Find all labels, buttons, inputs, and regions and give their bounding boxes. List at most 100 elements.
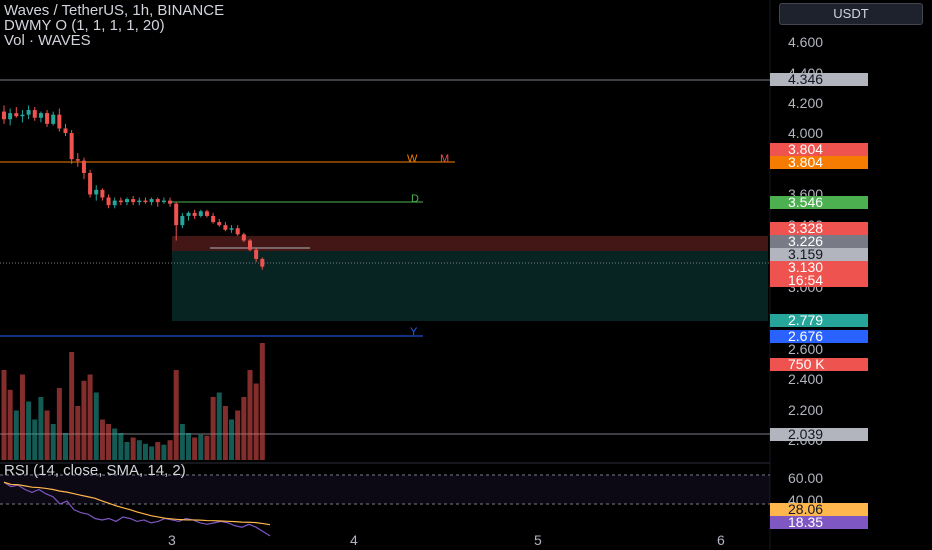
candle-body bbox=[192, 212, 197, 216]
volume-bar bbox=[192, 437, 198, 460]
candle-body bbox=[161, 200, 166, 203]
candle-body bbox=[26, 110, 31, 115]
symbol-title[interactable]: Waves / TetherUS, 1h, BINANCE bbox=[4, 2, 225, 19]
price-tag-horizontal-bottom: 2.039 bbox=[770, 427, 868, 441]
candle-body bbox=[204, 211, 209, 216]
volume-bar bbox=[235, 410, 241, 460]
volume-bar bbox=[204, 435, 210, 460]
volume-bar bbox=[241, 397, 247, 460]
volume-bar bbox=[247, 370, 253, 460]
rsi-band bbox=[0, 475, 770, 504]
price-axis-label: 2.200 bbox=[788, 402, 824, 418]
volume-legend[interactable]: Vol · WAVES bbox=[4, 32, 91, 49]
candle-body bbox=[20, 114, 25, 117]
candle-body bbox=[186, 212, 191, 216]
volume-bar bbox=[216, 392, 222, 460]
candle-body bbox=[45, 113, 50, 124]
candle-body bbox=[14, 113, 19, 117]
volume-bar bbox=[124, 442, 130, 460]
candle-body bbox=[125, 199, 129, 203]
candle-body bbox=[260, 258, 265, 267]
volume-bar bbox=[50, 424, 56, 460]
indicator-legend[interactable]: DWMY O (1, 1, 1, 1, 20) bbox=[4, 17, 165, 34]
volume-bar bbox=[26, 401, 32, 460]
volume-bar bbox=[75, 406, 81, 460]
candle-body bbox=[137, 200, 142, 203]
volume-bar bbox=[63, 433, 68, 460]
rsi-value-tag: 18.35 bbox=[770, 515, 868, 529]
time-axis-label: 4 bbox=[350, 532, 358, 548]
short-position-stop-zone[interactable] bbox=[172, 236, 768, 251]
price-tag-trendline: 3.159 bbox=[770, 247, 868, 261]
candle-body bbox=[2, 111, 6, 120]
rsi-sma-tag: 28.06 bbox=[770, 502, 868, 516]
candle-body bbox=[180, 215, 185, 226]
volume-bars bbox=[1, 343, 265, 460]
price-tag-volume: 750 K bbox=[770, 357, 868, 371]
volume-bar bbox=[136, 440, 142, 460]
volume-bar bbox=[253, 383, 259, 460]
price-tag-target: 2.779 bbox=[770, 313, 868, 327]
candle-body bbox=[94, 189, 99, 195]
candle-body bbox=[211, 215, 216, 223]
candle-body bbox=[106, 197, 111, 206]
candle-body bbox=[51, 114, 56, 124]
candle-body bbox=[241, 234, 246, 241]
volume-bar bbox=[259, 343, 265, 460]
price-tag-entry: 3.226 bbox=[770, 234, 868, 248]
candle-body bbox=[198, 211, 203, 216]
volume-bar bbox=[161, 444, 167, 460]
price-tag-monthly-open: 3.804 bbox=[770, 142, 868, 156]
price-tag-stop: 3.328 bbox=[770, 221, 868, 235]
rsi-legend[interactable]: RSI (14, close, SMA, 14, 2) bbox=[4, 462, 186, 479]
rsi-axis-label: 60.00 bbox=[788, 470, 824, 486]
volume-bar bbox=[167, 440, 173, 460]
candle-body bbox=[248, 240, 252, 250]
candle-body bbox=[168, 200, 173, 204]
volume-bar bbox=[186, 433, 191, 460]
volume-bar bbox=[229, 419, 235, 460]
candle-body bbox=[217, 222, 222, 226]
price-axis-label: 2.400 bbox=[788, 371, 824, 387]
currency-button[interactable]: USDT bbox=[779, 3, 923, 25]
rsi-line bbox=[3, 481, 271, 537]
monthly-label: M bbox=[440, 153, 450, 165]
price-axis-label: 4.200 bbox=[788, 95, 824, 111]
volume-bar bbox=[210, 397, 216, 460]
candle-body bbox=[155, 199, 160, 203]
volume-bar bbox=[179, 424, 185, 460]
candle-body bbox=[38, 113, 43, 118]
volume-bar bbox=[44, 410, 50, 460]
volume-bar bbox=[1, 370, 7, 460]
weekly-label: W bbox=[407, 153, 418, 165]
rsi-series bbox=[3, 481, 271, 537]
price-tag-weekly-open: 3.804 bbox=[770, 155, 868, 169]
short-position-target-zone[interactable] bbox=[172, 251, 768, 321]
candle-body bbox=[235, 228, 240, 235]
price-tag-countdown: 16:54 bbox=[770, 273, 868, 287]
candle-body bbox=[174, 203, 179, 226]
candle-body bbox=[254, 249, 259, 259]
yearly-label: Y bbox=[410, 326, 418, 338]
volume-bar bbox=[118, 433, 124, 460]
volume-bar bbox=[112, 428, 118, 460]
candle-body bbox=[57, 114, 62, 129]
candle-body bbox=[100, 189, 105, 198]
volume-bar bbox=[13, 410, 19, 460]
volume-bar bbox=[56, 388, 62, 460]
candle-body bbox=[88, 172, 93, 195]
candle-body bbox=[63, 128, 68, 134]
candle-body bbox=[223, 225, 228, 230]
candle-body bbox=[75, 159, 80, 161]
price-tag-current: 3.130 bbox=[770, 260, 868, 274]
volume-bar bbox=[155, 442, 161, 460]
volume-bar bbox=[81, 380, 87, 460]
price-tag-daily-open: 3.546 bbox=[770, 195, 868, 209]
candle-body bbox=[81, 160, 86, 173]
candle-body bbox=[118, 200, 123, 203]
candle-body bbox=[8, 113, 13, 120]
time-axis-label: 3 bbox=[168, 532, 176, 548]
daily-label: D bbox=[411, 193, 419, 205]
volume-bar bbox=[69, 352, 75, 460]
